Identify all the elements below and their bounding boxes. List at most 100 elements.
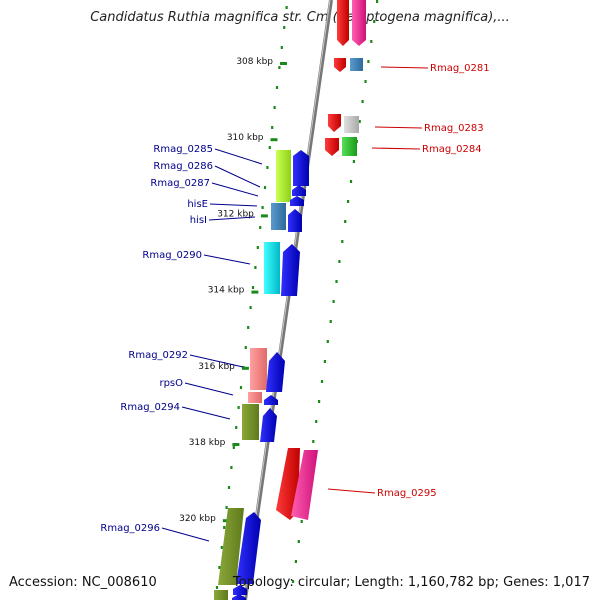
gene-label[interactable]: Rmag_0283 — [424, 123, 484, 134]
gene-rpsO-arrow[interactable] — [264, 395, 278, 405]
gene-top-red[interactable] — [337, 0, 349, 46]
gene-rmag-0290[interactable] — [264, 242, 280, 294]
gene-rmag-0296-arrow[interactable] — [236, 512, 261, 584]
scale-dot — [247, 326, 250, 329]
gene-label[interactable]: hisE — [187, 199, 208, 210]
scale-dot — [329, 320, 332, 323]
leader-line — [380, 66, 429, 69]
kbp-tick — [270, 138, 278, 142]
gene-rmag-0285[interactable] — [276, 150, 291, 202]
scale-dot — [263, 186, 267, 189]
gene-label[interactable]: Rmag_0290 — [142, 250, 202, 261]
scale-dot — [235, 426, 238, 429]
genome-backbone-highlight — [243, 0, 331, 600]
gene-label[interactable]: Rmag_0294 — [120, 402, 180, 413]
gene-label[interactable]: Rmag_0296 — [100, 523, 160, 534]
gene-rmag-0281-red[interactable] — [334, 58, 346, 72]
accession-text: Accession: NC_008610 — [9, 575, 157, 590]
scale-dot — [364, 80, 367, 83]
kbp-tick — [251, 290, 259, 294]
gene-top-pink[interactable] — [352, 0, 366, 46]
gene-rmag-0296[interactable] — [218, 508, 244, 585]
scale-dot — [225, 506, 228, 509]
gene-rmag-0283-gray[interactable] — [344, 116, 359, 133]
scale-dot — [230, 466, 233, 469]
leader-line — [189, 354, 244, 368]
gene-rmag-0295-pink[interactable] — [291, 450, 318, 520]
scale-dot — [318, 400, 321, 403]
scale-dot — [266, 166, 269, 169]
scale-dot — [344, 220, 347, 223]
gene-label[interactable]: rpsO — [159, 378, 183, 389]
leader-line — [184, 382, 234, 396]
leader-line — [371, 147, 421, 150]
gene-hisE[interactable] — [271, 203, 286, 230]
scale-dot — [218, 566, 221, 569]
gene-label[interactable]: Rmag_0281 — [430, 63, 490, 74]
genome-backbone — [243, 0, 333, 600]
scale-dot — [283, 26, 286, 29]
scale-dot — [223, 526, 226, 529]
gene-rmag-0292[interactable] — [250, 348, 267, 390]
gene-label[interactable]: Rmag_0292 — [128, 350, 188, 361]
scale-dot — [323, 360, 326, 363]
kbp-label: 316 kbp — [198, 362, 235, 372]
scale-dot — [249, 306, 252, 309]
gene-hisI-arrow[interactable] — [288, 209, 302, 232]
gene-rmag-0294[interactable] — [242, 404, 259, 440]
scale-dot — [256, 246, 259, 249]
scale-dot — [251, 286, 255, 289]
gene-hisE-arrow[interactable] — [290, 196, 304, 206]
gene-bottom-arrow-a[interactable] — [233, 585, 247, 595]
scale-dot — [320, 380, 324, 383]
gene-label[interactable]: Rmag_0284 — [422, 144, 482, 155]
gene-rpsO[interactable] — [248, 392, 262, 403]
scale-dot — [361, 100, 364, 103]
leader-line — [214, 148, 263, 165]
gene-rmag-0283-red[interactable] — [328, 114, 341, 132]
scale-dot — [297, 540, 300, 543]
scale-dot — [376, 0, 379, 3]
scale-dot — [254, 266, 257, 269]
leader-line — [211, 182, 259, 197]
gene-label[interactable]: Rmag_0286 — [153, 161, 213, 172]
scale-dot — [268, 146, 271, 149]
gene-bottom-arrow-b[interactable] — [232, 594, 246, 600]
kbp-label: 314 kbp — [208, 286, 245, 296]
gene-rmag-0286-arrow[interactable] — [293, 150, 309, 186]
scale-dot — [358, 120, 361, 123]
gene-rmag-0294-arrow[interactable] — [260, 408, 277, 442]
scale-dot — [332, 300, 335, 303]
scale-dot — [370, 40, 373, 43]
scale-dot — [239, 386, 243, 389]
gene-rmag-0292-arrow[interactable] — [266, 352, 285, 392]
scale-dot — [285, 6, 288, 9]
gene-rmag-0281-steel[interactable] — [350, 58, 363, 71]
gene-label[interactable]: Rmag_0295 — [377, 488, 437, 499]
label-leader-lines — [161, 66, 429, 542]
kbp-scale: 308 kbp 310 kbp 312 kbp 314 kbp 316 kbp 318 k… — [179, 57, 287, 524]
gene-rmag-0284-green[interactable] — [342, 137, 357, 156]
gene-label[interactable]: Rmag_0285 — [153, 144, 213, 155]
gene-bottom-olive[interactable] — [214, 590, 228, 600]
gene-label[interactable]: hisI — [190, 215, 207, 226]
scale-dot — [315, 420, 318, 423]
gene-rmag-0287-arrow[interactable] — [292, 185, 306, 196]
gene-labels: Rmag_0285 Rmag_0286 Rmag_0287 hisE hisI Rmag_… — [100, 63, 489, 534]
scale-dot — [300, 520, 303, 523]
kbp-tick — [222, 519, 230, 523]
gene-rmag-0284-red[interactable] — [325, 138, 339, 156]
scale-dot — [341, 240, 344, 243]
scale-dot — [273, 106, 276, 109]
scale-dot — [237, 406, 240, 409]
scale-dot — [232, 446, 235, 449]
gene-label[interactable]: Rmag_0287 — [150, 178, 210, 189]
scale-dot — [275, 86, 279, 89]
gene-rmag-0290-arrow[interactable] — [281, 244, 300, 296]
gene-features[interactable] — [214, 0, 366, 600]
scale-dot — [312, 440, 315, 443]
scale-dot — [244, 346, 247, 349]
kbp-label: 310 kbp — [227, 133, 264, 143]
scale-dot — [271, 126, 274, 129]
